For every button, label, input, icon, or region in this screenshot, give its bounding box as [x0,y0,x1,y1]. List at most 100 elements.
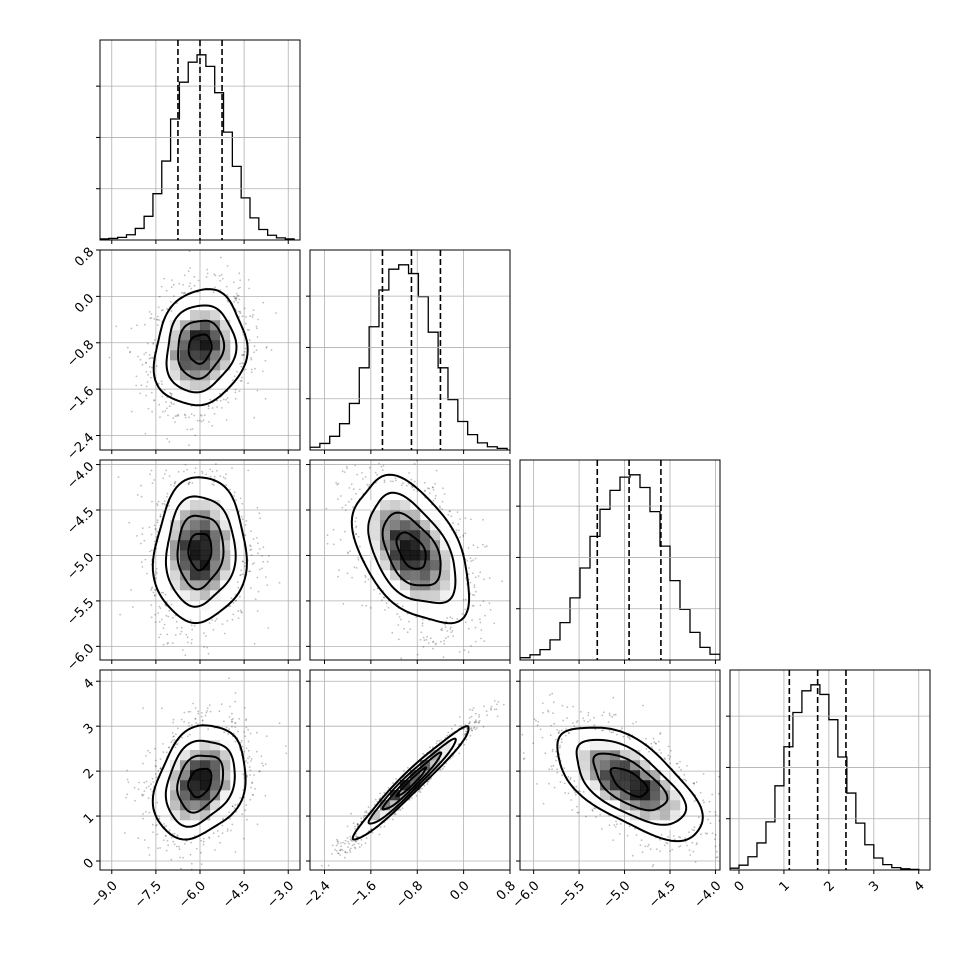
sample-point [192,702,195,705]
sample-point [172,840,175,843]
sample-point [159,515,162,518]
density-cell [170,330,181,341]
density-cell [180,550,191,561]
contour-level-2 [164,495,237,608]
sample-point [373,425,375,427]
density-cell [370,530,381,541]
sample-point [568,732,570,734]
sample-point [475,590,477,593]
sample-point [153,524,156,527]
sample-point [139,392,142,395]
panel-frame [309,669,511,871]
sample-point [551,768,553,770]
sample-point [175,845,178,848]
sample-point [447,635,450,638]
sample-point [474,640,477,643]
density-cell [430,570,441,581]
sample-point [147,749,149,752]
sample-point [174,667,176,669]
density-cell [210,780,221,791]
sample-point [561,741,563,743]
density-cell [190,810,201,821]
sample-point [456,618,459,620]
sample-point [141,794,144,797]
sample-point [387,606,390,609]
sample-point [346,441,348,443]
sample-point [648,750,650,753]
sample-point [251,794,254,796]
sample-point [432,640,435,643]
sample-point [170,603,173,606]
sample-point [230,829,232,832]
sample-point [240,573,242,576]
sample-point [346,572,349,575]
sample-point [184,654,187,657]
density-cell [640,760,651,771]
density-cell [180,340,191,351]
density-cell [440,540,451,551]
density-cell [620,750,631,761]
sample-point [168,829,171,831]
density-cell [190,540,201,551]
density-cell [190,330,201,341]
sample-point [172,718,175,721]
sample-point [680,768,682,771]
sample-point [488,577,491,579]
sample-point [241,362,244,364]
sample-point [442,656,445,659]
sample-point [350,498,353,501]
density-cell [190,310,201,321]
density-cell [630,750,641,761]
sample-point [229,705,231,708]
sample-point [200,715,203,718]
sample-point [172,735,175,738]
sample-point [654,742,657,745]
sample-point [493,708,496,711]
sample-point [163,277,166,280]
sample-point [459,536,461,539]
sample-point [467,627,470,630]
sample-point [556,768,559,771]
sample-point [256,336,259,338]
sample-point [553,786,556,789]
sample-point [715,856,718,859]
sample-point [249,545,252,548]
sample-point [241,502,244,505]
sample-point [593,716,595,719]
sample-point [219,256,222,259]
sample-point [426,635,428,638]
density-cell [420,540,431,551]
sample-point [576,720,579,722]
sample-point [477,575,480,577]
sample-point [450,626,452,629]
sample-point [382,596,385,599]
density-cell [650,780,661,791]
sample-point [247,757,249,760]
density-cell [390,530,401,541]
sample-point [191,628,194,631]
sample-point [194,434,197,437]
sample-point [185,471,187,473]
sample-point [159,416,161,419]
sample-point [245,726,248,729]
sample-point [689,854,692,856]
sample-point [159,768,162,770]
sample-point [615,820,617,823]
sample-point [243,350,246,353]
sample-point [190,862,193,865]
sample-point [158,403,161,406]
sample-point [354,520,357,523]
sample-point [347,846,349,848]
sample-point [470,728,472,730]
sample-point [168,405,171,408]
sample-point [607,721,610,723]
x-tick-label-2-4: −4.0 [692,878,725,911]
x-tick-label-1-2: −0.8 [393,878,426,911]
sample-point [256,731,258,734]
sample-point [472,605,475,607]
sample-point [467,547,470,549]
sample-point [431,746,434,749]
density-cell [420,600,431,611]
sample-point [254,788,257,790]
sample-point [483,705,485,708]
